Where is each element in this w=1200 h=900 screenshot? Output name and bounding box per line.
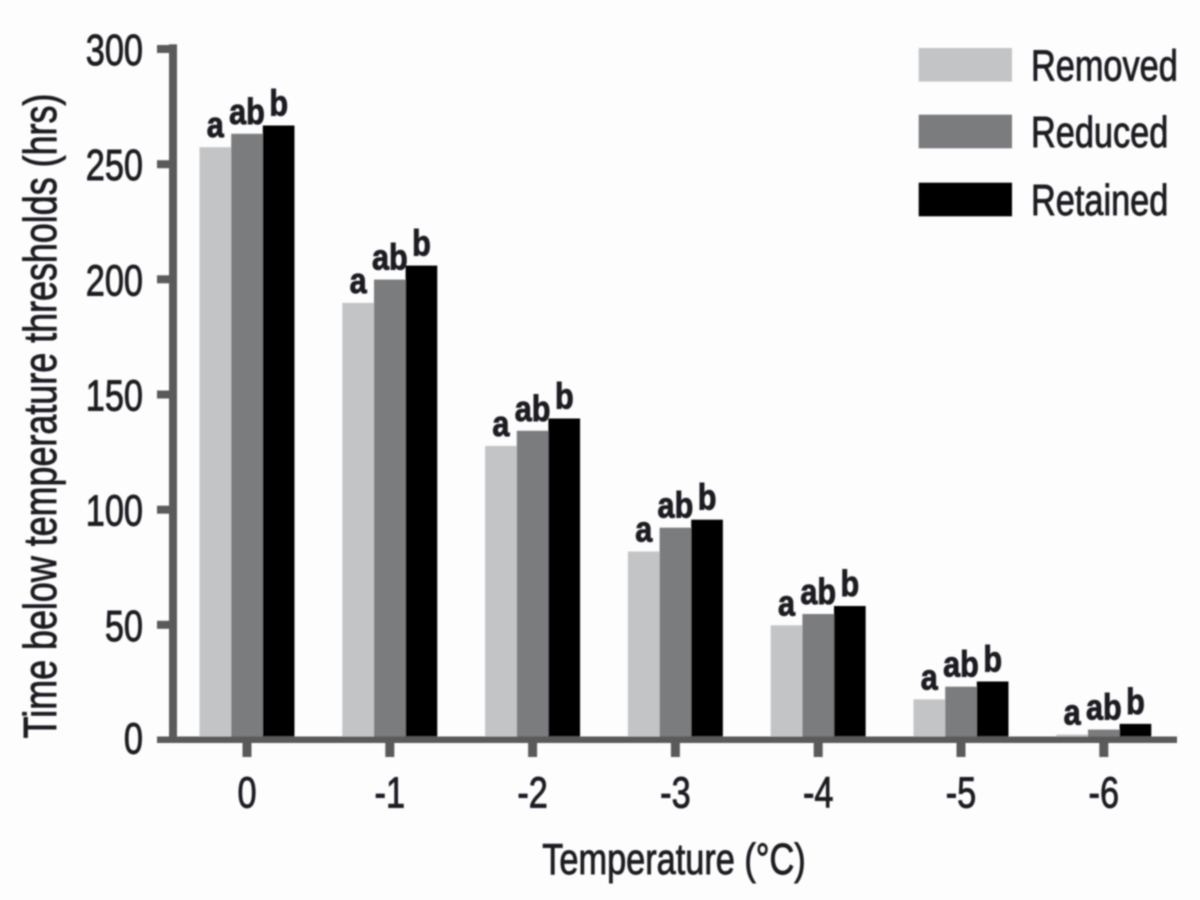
svg-text:ab: ab — [372, 238, 408, 278]
svg-text:150: 150 — [86, 371, 143, 420]
svg-text:ab: ab — [658, 486, 694, 526]
svg-text:a: a — [1064, 693, 1081, 733]
svg-text:300: 300 — [86, 26, 143, 75]
svg-text:b: b — [983, 640, 1002, 680]
svg-text:200: 200 — [86, 256, 143, 305]
svg-text:b: b — [841, 565, 860, 605]
svg-text:-3: -3 — [660, 768, 691, 817]
svg-text:-1: -1 — [375, 768, 406, 817]
svg-text:a: a — [778, 584, 795, 624]
svg-text:ab: ab — [1086, 688, 1122, 728]
svg-text:a: a — [492, 405, 509, 445]
svg-text:ab: ab — [943, 645, 979, 685]
svg-text:-5: -5 — [946, 768, 977, 817]
svg-text:a: a — [921, 658, 938, 698]
svg-text:Removed: Removed — [1031, 41, 1178, 90]
svg-text:ab: ab — [800, 573, 836, 613]
svg-text:b: b — [555, 377, 574, 417]
svg-text:b: b — [1126, 683, 1145, 723]
svg-text:250: 250 — [86, 141, 143, 190]
svg-text:Reduced: Reduced — [1031, 108, 1168, 157]
svg-text:Temperature (°C): Temperature (°C) — [542, 835, 805, 884]
svg-text:0: 0 — [124, 714, 143, 763]
svg-text:b: b — [269, 84, 288, 124]
svg-text:0: 0 — [237, 768, 256, 817]
svg-text:-4: -4 — [803, 768, 834, 817]
svg-text:100: 100 — [86, 487, 143, 536]
svg-text:b: b — [698, 478, 717, 518]
svg-text:a: a — [207, 106, 224, 146]
svg-text:-2: -2 — [517, 768, 548, 817]
svg-text:a: a — [635, 510, 652, 550]
svg-text:Time below temperature thresho: Time below temperature thresholds (hrs) — [15, 94, 66, 739]
svg-text:a: a — [350, 262, 367, 302]
svg-text:-6: -6 — [1089, 768, 1120, 817]
svg-text:50: 50 — [105, 602, 143, 651]
svg-text:Retained: Retained — [1031, 176, 1168, 225]
svg-text:b: b — [412, 224, 431, 264]
svg-text:ab: ab — [229, 93, 265, 133]
svg-text:ab: ab — [515, 390, 551, 430]
